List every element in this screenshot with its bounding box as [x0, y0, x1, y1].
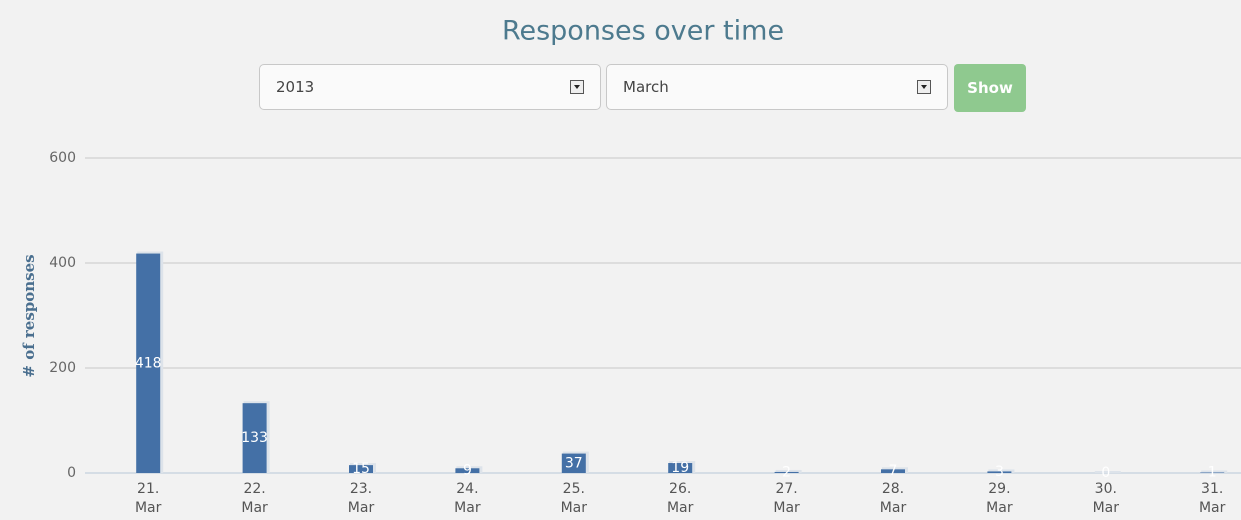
bar	[987, 471, 1012, 473]
x-tick-label: 31. Mar	[1198, 481, 1226, 516]
year-select[interactable]: 2013	[259, 64, 601, 110]
x-tick-label: 21. Mar	[134, 481, 162, 516]
y-axis-label: # of responses	[20, 254, 38, 377]
bar	[136, 253, 161, 473]
data-label: 15	[352, 461, 370, 477]
data-label: 3	[995, 464, 1004, 480]
year-value: 2013	[276, 78, 315, 96]
x-tick-label: 30. Mar	[1092, 481, 1119, 516]
data-label: 0	[1101, 465, 1110, 481]
data-label: 418	[135, 355, 162, 371]
bar-shadow	[1094, 471, 1121, 473]
x-tick-label: 22. Mar	[241, 481, 268, 516]
x-tick-label: 23. Mar	[347, 481, 375, 516]
y-tick-label: 200	[49, 360, 76, 376]
x-tick-label: 24. Mar	[454, 481, 481, 516]
dropdown-arrow	[917, 80, 931, 94]
data-label: 133	[241, 430, 268, 446]
bar	[349, 465, 373, 473]
x-tick-label: 29. Mar	[986, 481, 1013, 516]
x-tick-label: 27. Mar	[773, 481, 800, 516]
data-label: 2	[782, 464, 791, 480]
bar	[1200, 472, 1225, 473]
data-label: 7	[889, 463, 898, 479]
month-select[interactable]: March	[606, 64, 948, 110]
bar	[561, 453, 586, 473]
x-tick-label: 28. Mar	[879, 481, 907, 516]
bar	[455, 468, 480, 473]
show-button[interactable]: Show	[954, 64, 1026, 112]
bar-shadow	[775, 469, 802, 473]
bar	[881, 469, 905, 473]
data-label: 9	[463, 463, 472, 479]
bar	[774, 471, 799, 473]
bar	[668, 463, 693, 473]
bar	[242, 403, 267, 473]
chart-title: Responses over time	[502, 16, 784, 47]
y-tick-label: 400	[49, 255, 76, 271]
bar-shadow	[1201, 470, 1228, 473]
data-label: 19	[671, 460, 689, 476]
bar-shadow	[988, 469, 1015, 473]
data-label: 1	[1208, 465, 1217, 481]
y-tick-label: 0	[67, 465, 76, 481]
x-tick-label: 26. Mar	[666, 481, 694, 516]
dropdown-arrow	[570, 80, 584, 94]
y-tick-label: 600	[49, 150, 76, 166]
month-value: March	[623, 78, 669, 96]
data-label: 37	[565, 455, 583, 471]
x-tick-label: 25. Mar	[560, 481, 587, 516]
